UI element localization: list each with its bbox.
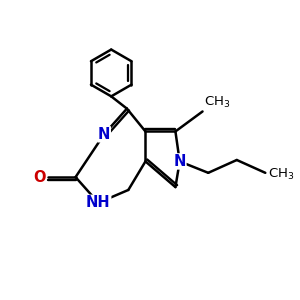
Text: N: N [173,154,186,169]
Text: O: O [33,169,46,184]
Text: NH: NH [86,195,111,210]
Text: N: N [98,127,110,142]
Text: CH$_3$: CH$_3$ [268,167,294,182]
Text: CH$_3$: CH$_3$ [204,95,230,110]
